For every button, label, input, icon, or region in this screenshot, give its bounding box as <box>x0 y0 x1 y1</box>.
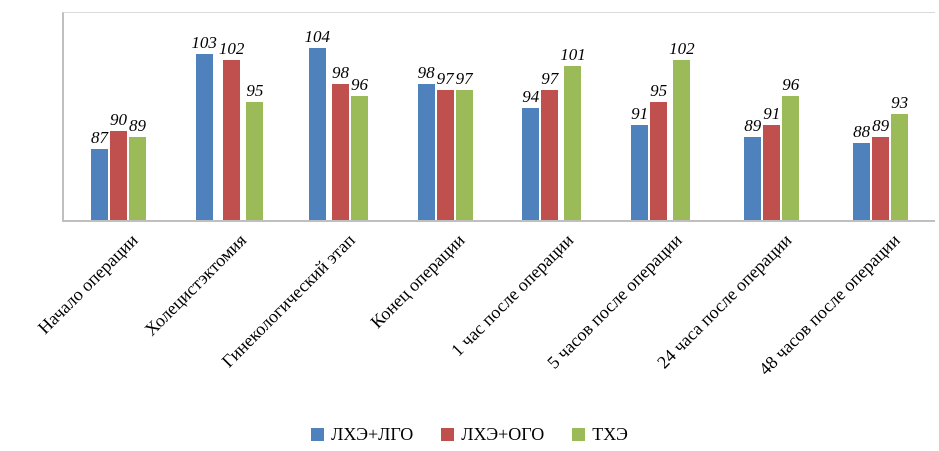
bar-with-label: 97 <box>541 13 559 220</box>
bar <box>744 137 762 220</box>
plot-area: 87 90 89 103 102 95 104 98 96 98 97 97 94 97 101 91 95 10… <box>62 12 935 222</box>
legend-marker <box>572 428 586 441</box>
bar <box>522 108 540 220</box>
bar-value-label: 98 <box>331 63 349 82</box>
bar <box>109 131 127 220</box>
bar-group: 89 91 96 <box>717 13 826 220</box>
bar <box>891 114 909 220</box>
bar-value-label: 89 <box>872 116 890 135</box>
bar-with-label: 96 <box>782 13 800 220</box>
bar <box>223 60 241 220</box>
bar-with-label: 104 <box>304 13 330 220</box>
bar-value-label: 97 <box>436 69 454 88</box>
bar-with-label: 97 <box>436 13 454 220</box>
bar-with-label: 89 <box>128 13 146 220</box>
bar-with-label: 95 <box>246 13 264 220</box>
bar <box>763 125 781 220</box>
bar-with-label: 90 <box>109 13 127 220</box>
bar-value-label: 96 <box>350 75 368 94</box>
bar-value-label: 93 <box>891 93 909 112</box>
bar-with-label: 101 <box>560 13 586 220</box>
bar-group: 94 97 101 <box>500 13 609 220</box>
bar <box>455 90 473 220</box>
bar <box>650 102 668 220</box>
bar-with-label: 95 <box>650 13 668 220</box>
bar-value-label: 91 <box>631 104 649 123</box>
bar-value-label: 91 <box>763 104 781 123</box>
bar-value-label: 96 <box>782 75 800 94</box>
bar-group: 98 97 97 <box>391 13 500 220</box>
bar-value-label: 97 <box>541 69 559 88</box>
bar-value-label: 90 <box>109 110 127 129</box>
bar-with-label: 91 <box>631 13 649 220</box>
bar-with-label: 89 <box>744 13 762 220</box>
bar <box>872 137 890 220</box>
bar-with-label: 98 <box>331 13 349 220</box>
bar-with-label: 94 <box>522 13 540 220</box>
bar-value-label: 102 <box>218 39 245 58</box>
bar-with-label: 98 <box>417 13 435 220</box>
bar-with-label: 103 <box>191 13 217 220</box>
bar-value-label: 88 <box>853 122 871 141</box>
bar-value-label: 103 <box>191 33 217 52</box>
bar-value-label: 101 <box>560 45 586 64</box>
bar <box>331 84 349 220</box>
legend-label: ЛХЭ+ОГО <box>461 424 545 444</box>
legend: ЛХЭ+ЛГО ЛХЭ+ОГО ТХЭ <box>0 424 939 445</box>
legend-marker <box>311 428 325 441</box>
bar <box>564 66 582 220</box>
bar-value-label: 95 <box>246 81 264 100</box>
bar-with-label: 93 <box>891 13 909 220</box>
legend-label: ТХЭ <box>592 424 628 444</box>
bar-value-label: 102 <box>669 39 695 58</box>
bar-value-label: 89 <box>744 116 762 135</box>
bar-with-label: 87 <box>90 13 108 220</box>
bar-with-label: 89 <box>872 13 890 220</box>
bar <box>128 137 146 220</box>
bar-value-label: 104 <box>304 27 330 46</box>
bar-group: 88 89 93 <box>826 13 935 220</box>
bar-with-label: 102 <box>669 13 695 220</box>
bar-with-label: 88 <box>853 13 871 220</box>
bar <box>436 90 454 220</box>
bar-with-label: 97 <box>455 13 473 220</box>
bar-group: 103 102 95 <box>173 13 282 220</box>
bar-value-label: 94 <box>522 87 540 106</box>
bar <box>782 96 800 220</box>
bar <box>308 48 326 220</box>
legend-item: ТХЭ <box>572 424 628 445</box>
bar-with-label: 91 <box>763 13 781 220</box>
bar-value-label: 87 <box>90 128 108 147</box>
bar-group: 104 98 96 <box>282 13 391 220</box>
bar <box>195 54 213 220</box>
legend-item: ЛХЭ+ОГО <box>441 424 544 445</box>
bar <box>417 84 435 220</box>
legend-label: ЛХЭ+ЛГО <box>331 424 414 444</box>
bar-group: 87 90 89 <box>64 13 173 220</box>
bar-value-label: 89 <box>128 116 146 135</box>
bar <box>673 60 691 220</box>
bar <box>631 125 649 220</box>
bar-with-label: 96 <box>350 13 368 220</box>
bar <box>853 143 871 220</box>
bar-group: 91 95 102 <box>608 13 717 220</box>
legend-marker <box>441 428 455 441</box>
bar <box>350 96 368 220</box>
bar-value-label: 97 <box>455 69 473 88</box>
bar <box>246 102 264 220</box>
legend-item: ЛХЭ+ЛГО <box>311 424 413 445</box>
bar <box>90 149 108 220</box>
bar-value-label: 98 <box>417 63 435 82</box>
bar-value-label: 95 <box>650 81 668 100</box>
bar <box>541 90 559 220</box>
bar-with-label: 102 <box>218 13 245 220</box>
